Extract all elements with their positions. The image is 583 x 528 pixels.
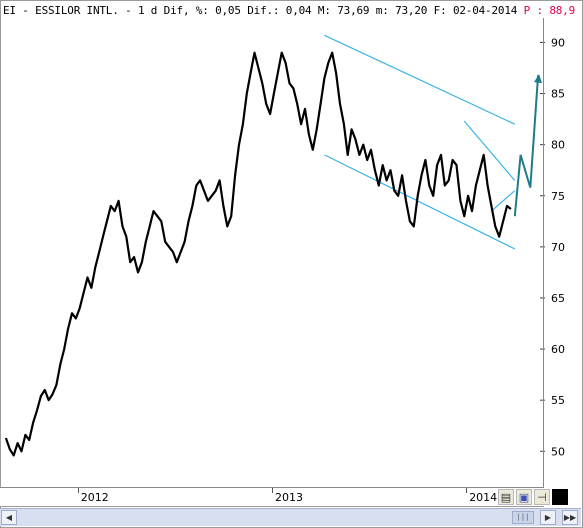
y-tick-label-85: 85: [551, 88, 565, 101]
plot-border: [0, 18, 544, 488]
short-channel-lower-line: [491, 190, 516, 212]
date-label: F:: [433, 4, 447, 17]
pin-icon[interactable]: ⊣: [534, 489, 550, 505]
plot-area[interactable]: 50 55 60 65 70 75 80 85 90: [0, 18, 583, 489]
date: 02-04-2014: [452, 4, 518, 17]
price-chart[interactable]: 50 55 60 65 70 75 80 85 90: [0, 18, 583, 489]
high-label: M:: [317, 4, 331, 17]
x-tick-2014: [466, 488, 468, 493]
chart-settings-icon[interactable]: ▤: [498, 489, 514, 505]
scroll-right-button[interactable]: ▶: [540, 510, 556, 525]
last-price: 88,9: [549, 4, 576, 17]
save-icon[interactable]: ▣: [516, 489, 532, 505]
x-tick-2012: [77, 488, 79, 493]
color-square-icon[interactable]: [552, 489, 568, 505]
channel-lower-line: [324, 154, 516, 250]
trend-channels: [324, 34, 543, 250]
y-tick-label-70: 70: [551, 241, 565, 254]
y-tick-label-65: 65: [551, 292, 565, 305]
x-tick-2013: [272, 488, 273, 493]
low-label: m:: [375, 4, 389, 17]
projection-line: [513, 75, 540, 217]
low: 73,20: [395, 4, 428, 17]
period: 1 d: [137, 4, 158, 17]
price-series: [4, 51, 512, 457]
y-tick-label-75: 75: [551, 190, 565, 203]
price-line-0: [4, 51, 512, 457]
scroll-thumb[interactable]: |||: [512, 511, 534, 524]
change-pct-label: Dif, %:: [163, 4, 209, 17]
y-axis: 50 55 60 65 70 75 80 85 90: [540, 36, 565, 458]
x-axis: 2012 2013 2014: [0, 488, 544, 507]
change-pct: 0,05: [215, 4, 241, 17]
projection-arrowhead: [534, 74, 543, 84]
quote-header: EI - ESSILOR INTL. - 1 d Dif, %: 0,05 Di…: [3, 3, 575, 19]
change-label: Dif.:: [247, 4, 280, 17]
scroll-end-button[interactable]: ▶▶: [562, 510, 578, 525]
last-label: P :: [523, 4, 543, 17]
y-tick-label-55: 55: [551, 394, 565, 407]
short-channel-upper-line: [463, 120, 516, 181]
scroll-left-button[interactable]: ◀: [1, 510, 17, 525]
x-tick-label-2014: 2014: [469, 491, 498, 504]
separator: -: [125, 4, 138, 17]
separator: -: [22, 4, 36, 17]
instrument-name: ESSILOR INTL.: [35, 4, 119, 17]
x-tick-label-2013: 2013: [275, 491, 303, 504]
high: 73,69: [337, 4, 370, 17]
chart-toolbar: ▤ ▣ ⊣: [498, 489, 568, 507]
y-tick-label-60: 60: [551, 343, 565, 356]
channel-upper-line: [324, 34, 516, 125]
y-tick-label-90: 90: [551, 36, 565, 49]
horizontal-scrollbar[interactable]: ◀ ||| ▶ ▶▶: [0, 508, 581, 526]
x-tick-label-2012: 2012: [80, 491, 109, 504]
y-tick-label-50: 50: [551, 445, 565, 458]
symbol: EI: [3, 4, 16, 17]
y-tick-label-80: 80: [551, 139, 565, 152]
change: 0,04: [285, 4, 312, 17]
